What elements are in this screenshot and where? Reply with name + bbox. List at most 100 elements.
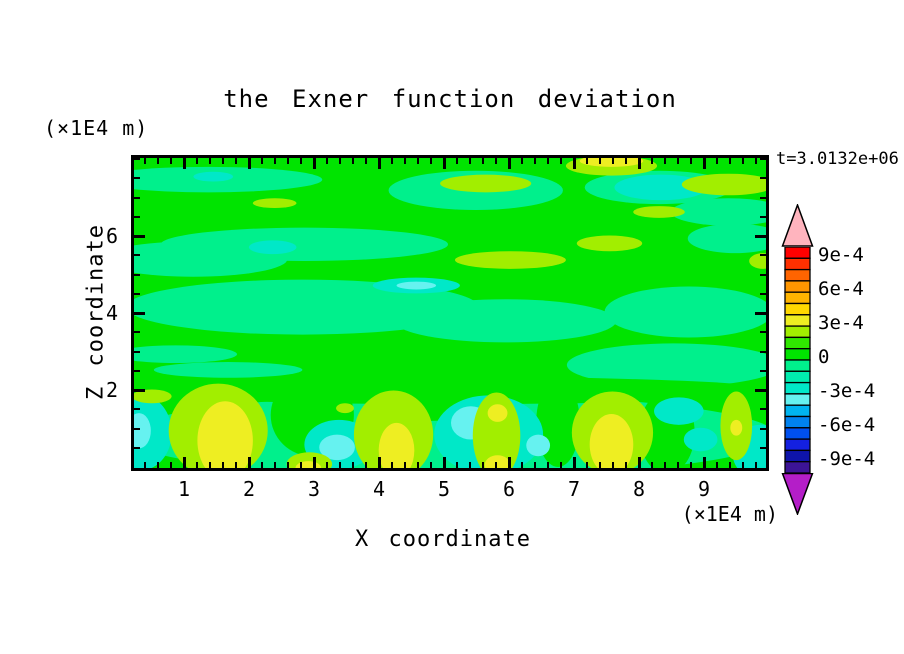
axis-tick [651, 158, 653, 164]
axis-tick [482, 462, 484, 468]
axis-tick [157, 158, 159, 164]
axis-tick [339, 158, 341, 164]
colorbar-band [784, 438, 811, 452]
contour-region-S [134, 241, 288, 277]
axis-tick [134, 369, 140, 372]
axis-tick [677, 462, 679, 468]
axis-tick [760, 158, 766, 160]
contour-field [134, 158, 766, 468]
contour-region-S [153, 362, 303, 378]
axis-tick [625, 462, 627, 468]
contour-region-C [336, 403, 354, 414]
axis-tick [755, 158, 757, 164]
axis-tick [312, 457, 316, 468]
axis-tick [352, 462, 354, 468]
axis-tick [352, 158, 354, 164]
axis-tick [274, 158, 276, 164]
contour-region-S [394, 299, 617, 343]
axis-tick [430, 158, 432, 164]
colorbar-band [784, 461, 811, 473]
axis-tick [651, 462, 653, 468]
axis-tick [625, 158, 627, 164]
axis-tick [469, 158, 471, 164]
axis-tick [760, 292, 766, 295]
contour-region-C [252, 198, 297, 209]
axis-tick [391, 462, 393, 468]
axis-tick [365, 158, 367, 164]
axis-tick [182, 158, 186, 169]
axis-tick [586, 158, 588, 164]
axis-tick [755, 462, 757, 468]
contour-region-S [687, 223, 766, 254]
axis-tick [702, 457, 706, 468]
axis-tick [760, 350, 766, 353]
axis-tick [235, 158, 237, 164]
axis-tick [729, 462, 731, 468]
contour-region-C [576, 235, 643, 252]
contour-region-T [193, 171, 234, 182]
axis-tick [134, 234, 145, 238]
x-tick-label: 9 [697, 477, 711, 501]
colorbar-bands [784, 247, 811, 473]
axis-tick [716, 158, 718, 164]
axis-tick [196, 158, 198, 164]
axis-tick [637, 158, 641, 169]
y-tick-label: 4 [105, 301, 119, 325]
x-tick-label: 1 [177, 477, 191, 501]
contour-region-S [670, 198, 766, 226]
axis-tick [134, 446, 140, 449]
contour-region-S [566, 343, 766, 387]
contour-region-C [134, 389, 172, 404]
contour-region-Y [730, 419, 743, 436]
axis-tick [157, 462, 159, 468]
axis-tick [222, 158, 224, 164]
colorbar-band [784, 314, 811, 327]
axis-tick [456, 158, 458, 164]
axis-tick [586, 462, 588, 468]
axis-tick [222, 462, 224, 468]
colorbar-band [784, 370, 811, 384]
contour-region-C [681, 173, 766, 196]
axis-tick [572, 457, 576, 468]
axis-tick [274, 462, 276, 468]
axis-tick [521, 158, 523, 164]
axis-tick [442, 158, 446, 169]
axis-tick [287, 158, 289, 164]
contour-region-Y [484, 455, 511, 468]
axis-tick [300, 158, 302, 164]
colorbar-label: 3e-4 [818, 312, 864, 335]
axis-tick [247, 457, 251, 468]
colorbar-band [784, 348, 811, 361]
axis-tick [677, 158, 679, 164]
axis-tick [760, 273, 766, 276]
axis-tick [417, 158, 419, 164]
axis-tick [534, 158, 536, 164]
axis-tick [339, 462, 341, 468]
x-tick-label: 5 [437, 477, 451, 501]
colorbar-overflow-top-arrow [781, 204, 814, 247]
axis-tick [755, 388, 766, 392]
axis-tick [326, 462, 328, 468]
chart-title: the Exner function deviation [223, 85, 677, 113]
axis-tick [377, 457, 381, 468]
axis-tick [742, 462, 744, 468]
axis-tick [664, 158, 666, 164]
axis-tick [760, 427, 766, 430]
colorbar-band [784, 257, 811, 271]
x-tick-label: 6 [502, 477, 516, 501]
axis-tick [742, 158, 744, 164]
axis-tick [547, 462, 549, 468]
contour-region-P [526, 434, 551, 457]
axis-tick [760, 408, 766, 411]
axis-tick [170, 462, 172, 468]
axis-tick [760, 369, 766, 372]
axis-tick [300, 462, 302, 468]
axis-tick [391, 158, 393, 164]
axis-tick [664, 462, 666, 468]
axis-tick [560, 462, 562, 468]
colorbar-band [784, 415, 811, 429]
axis-tick [196, 462, 198, 468]
contour-region-Y [589, 414, 634, 468]
contour-region-P [319, 434, 355, 461]
axis-tick [134, 408, 140, 411]
